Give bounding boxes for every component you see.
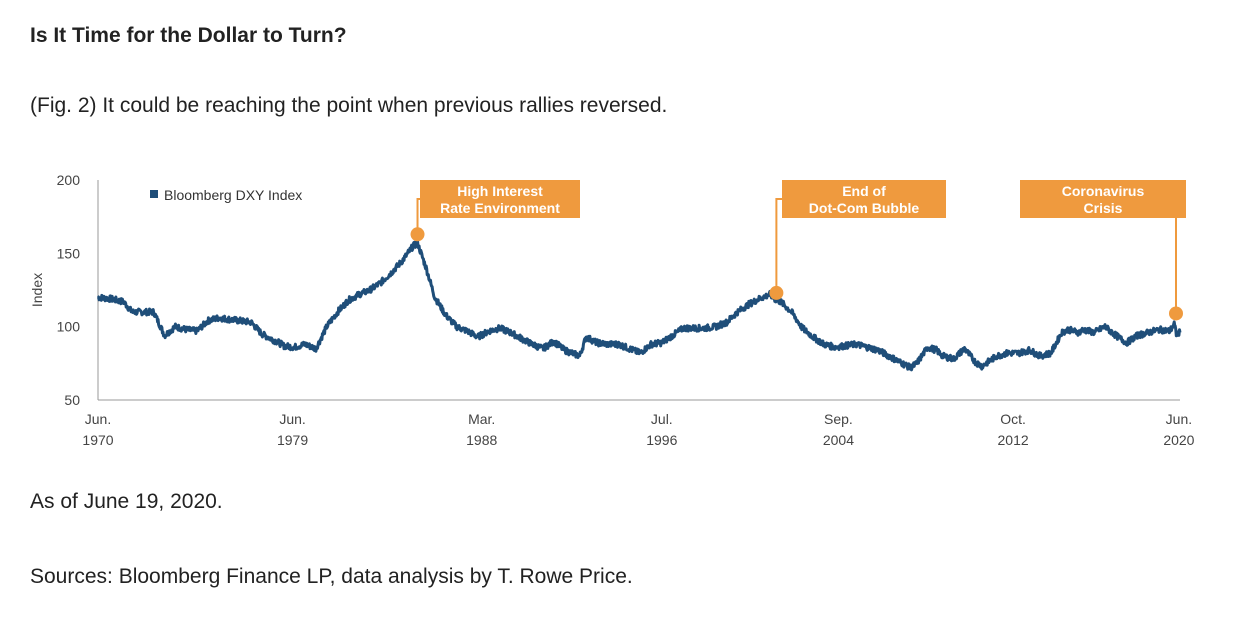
- y-tick-label: 100: [57, 319, 81, 335]
- callout-label: Rate Environment: [440, 200, 560, 216]
- callout-label: Dot-Com Bubble: [809, 200, 920, 216]
- x-tick-label: Jun.: [1166, 411, 1192, 427]
- x-tick-label: 2004: [823, 432, 854, 448]
- y-tick-label: 150: [57, 245, 81, 261]
- callout-marker-dot: [410, 227, 425, 242]
- x-tick-label: Mar.: [468, 411, 495, 427]
- callout-box: [420, 180, 580, 218]
- y-axis-label: Index: [29, 273, 45, 307]
- callout-label: High Interest: [457, 183, 543, 199]
- x-tick-label: Oct.: [1000, 411, 1026, 427]
- callout-marker-dot: [1169, 306, 1183, 321]
- dxy-index-line: [97, 239, 1182, 372]
- dxy-line-chart: 50 100 150 200 Index Jun. 1970 Jun. 1979 Mar. 1988…: [29, 172, 1195, 448]
- as-of-note: As of June 19, 2020.: [30, 490, 223, 513]
- callout-marker-dot: [769, 285, 784, 300]
- legend-marker: [150, 190, 158, 198]
- callout-box: [1020, 180, 1186, 218]
- x-tick-label: Jun.: [279, 411, 305, 427]
- x-tick-label: 1996: [646, 432, 677, 448]
- figure-caption: (Fig. 2) It could be reaching the point …: [30, 94, 668, 117]
- callout-label: Coronavirus: [1062, 183, 1145, 199]
- x-tick-label: Jun.: [85, 411, 111, 427]
- y-tick-label: 50: [64, 392, 80, 408]
- y-tick-label: 200: [57, 172, 81, 188]
- x-tick-label: 1970: [82, 432, 113, 448]
- x-tick-label: Sep.: [824, 411, 853, 427]
- x-tick-label: Jul.: [651, 411, 673, 427]
- callout-leader-line: [775, 198, 782, 293]
- legend-label: Bloomberg DXY Index: [164, 187, 302, 203]
- page-title: Is It Time for the Dollar to Turn?: [30, 24, 347, 47]
- callout-label: End of: [842, 183, 886, 199]
- callout-box: [782, 180, 946, 218]
- callout-label: Crisis: [1084, 200, 1123, 216]
- sources-note: Sources: Bloomberg Finance LP, data anal…: [30, 565, 633, 588]
- x-tick-label: 2012: [998, 432, 1029, 448]
- x-tick-label: 2020: [1163, 432, 1194, 448]
- x-tick-label: 1979: [277, 432, 308, 448]
- x-tick-label: 1988: [466, 432, 497, 448]
- callout-leader-line: [416, 198, 420, 235]
